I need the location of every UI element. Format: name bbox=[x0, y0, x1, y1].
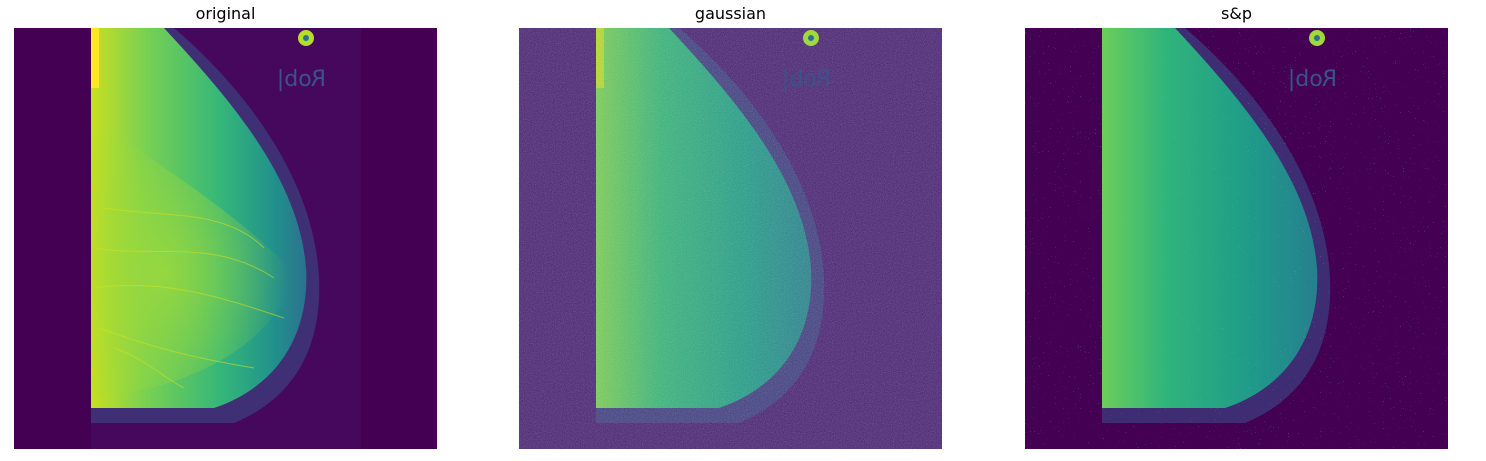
panel-title-original: original bbox=[195, 4, 256, 23]
watermark-text: Rob| bbox=[277, 67, 326, 92]
mammogram-original-image: Rob| bbox=[14, 28, 437, 449]
panel-title-sp: s&p bbox=[1221, 4, 1252, 23]
panel-title-gaussian: gaussian bbox=[694, 4, 767, 23]
watermark-text: Rob| bbox=[1288, 67, 1337, 92]
watermark-text: Rob| bbox=[782, 67, 831, 92]
mammogram-gaussian-image: Rob| bbox=[519, 28, 942, 449]
mammogram-sp-image: Rob| bbox=[1025, 28, 1448, 449]
panel-gaussian: gaussian Rob| bbox=[519, 0, 942, 461]
panel-original: original bbox=[14, 0, 437, 461]
panel-salt-and-pepper: s&p Rob| bbox=[1025, 0, 1448, 461]
